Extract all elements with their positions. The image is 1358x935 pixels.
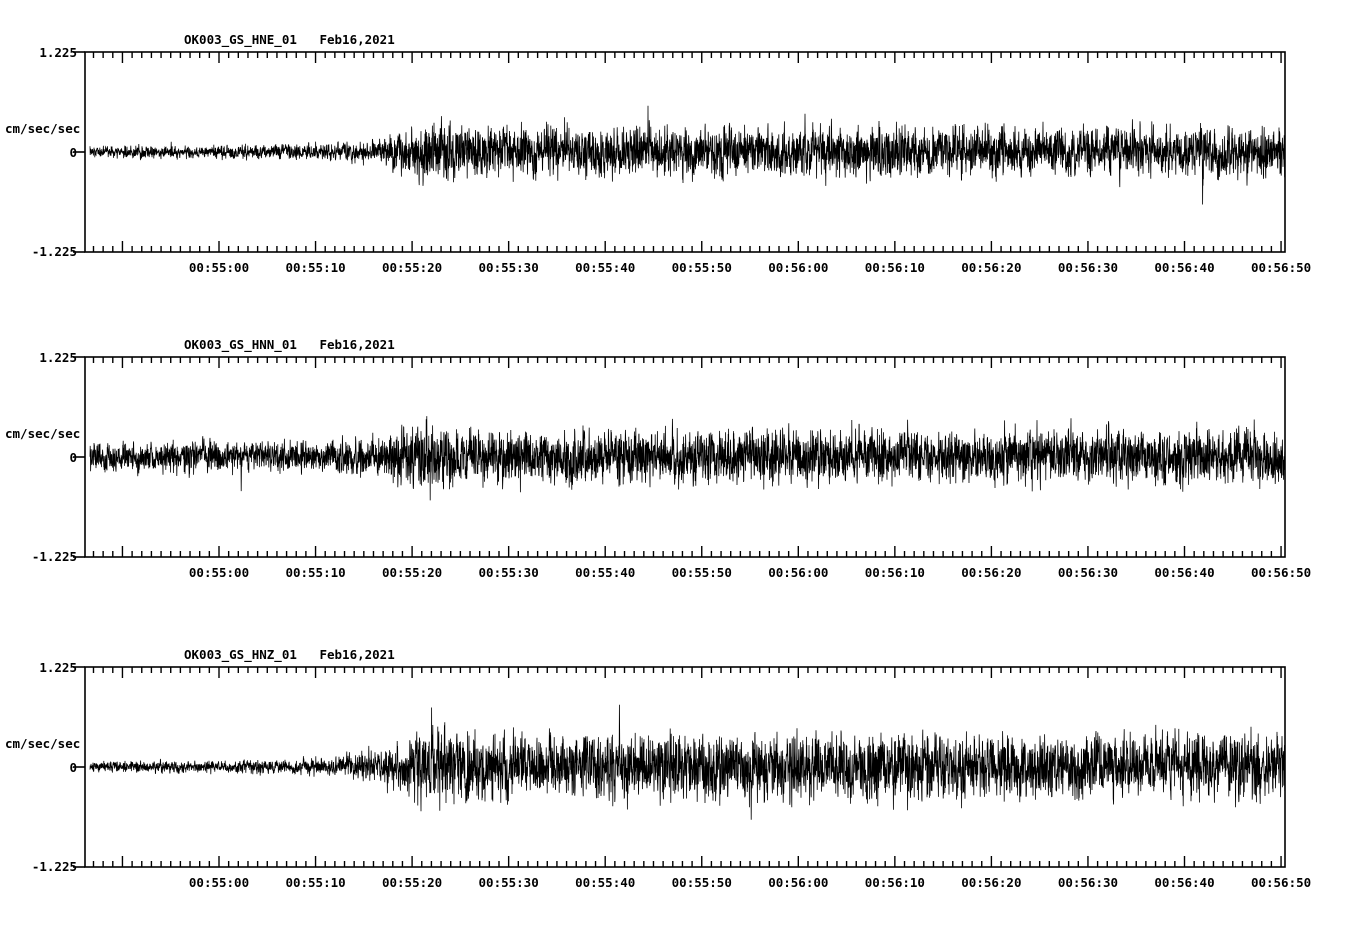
xtick-label: 00:56:10 [864, 565, 925, 580]
ytick-bottom-hnz: -1.225 [31, 859, 77, 874]
ytick-top-hne: 1.225 [39, 45, 77, 60]
xtick-label: 00:56:40 [1154, 260, 1215, 275]
xtick-label: 00:56:50 [1250, 260, 1312, 275]
xtick-label: 00:55:40 [575, 260, 636, 275]
xtick-label: 00:56:00 [768, 565, 829, 580]
panel-title-hne: OK003_GS_HNE_01 Feb16,2021 [184, 32, 395, 47]
xtick-label: 00:56:20 [961, 565, 1022, 580]
ylabel-hnn: cm/sec/sec [5, 426, 81, 441]
ylabel-hnz: cm/sec/sec [5, 736, 81, 751]
plot-area-hne [73, 51, 1286, 253]
xtick-label: 00:55:10 [285, 875, 346, 890]
ytick-top-hnn: 1.225 [39, 350, 77, 365]
xtick-label: 00:55:30 [478, 875, 539, 890]
ytick-top-hnz: 1.225 [39, 660, 77, 675]
xtick-label: 00:55:30 [478, 565, 539, 580]
xtick-label: 00:55:20 [381, 260, 443, 275]
panel-title-hnn: OK003_GS_HNN_01 Feb16,2021 [184, 337, 395, 352]
xtick-label: 00:55:50 [671, 565, 732, 580]
xtick-label: 00:56:40 [1154, 875, 1215, 890]
xtick-label: 00:56:30 [1057, 875, 1119, 890]
xtick-label: 00:55:30 [478, 260, 539, 275]
xtick-label: 00:55:00 [188, 875, 250, 890]
seismogram-panel-hnn: OK003_GS_HNN_01 Feb16,2021 1.225 cm/sec/… [0, 305, 1358, 625]
xtick-label: 00:56:20 [961, 875, 1022, 890]
panel-title-hnz: OK003_GS_HNZ_01 Feb16,2021 [184, 647, 395, 662]
xtick-label: 00:55:20 [381, 565, 443, 580]
xtick-label: 00:55:00 [188, 260, 250, 275]
xtick-label: 00:55:10 [285, 565, 346, 580]
xtick-label: 00:55:40 [575, 565, 636, 580]
xtick-label: 00:56:10 [864, 875, 925, 890]
xtick-label: 00:55:10 [285, 260, 346, 275]
xtick-label: 00:56:40 [1154, 565, 1215, 580]
xtick-label: 00:55:40 [575, 875, 636, 890]
xtick-label: 00:55:50 [671, 260, 732, 275]
xtick-label: 00:56:20 [961, 260, 1022, 275]
xtick-label: 00:55:00 [188, 565, 250, 580]
xtick-label: 00:56:30 [1057, 565, 1119, 580]
xtick-label: 00:56:50 [1250, 875, 1312, 890]
ytick-bottom-hne: -1.225 [31, 244, 77, 259]
plot-area-hnz [73, 666, 1286, 868]
xtick-label: 00:56:10 [864, 260, 925, 275]
xtick-label: 00:56:00 [768, 875, 829, 890]
xtick-label: 00:56:00 [768, 260, 829, 275]
ytick-bottom-hnn: -1.225 [31, 549, 77, 564]
xtick-label: 00:55:20 [381, 875, 443, 890]
xtick-label: 00:56:50 [1250, 565, 1312, 580]
seismogram-panel-hnz: OK003_GS_HNZ_01 Feb16,2021 1.225 cm/sec/… [0, 615, 1358, 935]
seismogram-panel-hne: OK003_GS_HNE_01 Feb16,2021 1.225 cm/sec/… [0, 0, 1358, 320]
xtick-label: 00:56:30 [1057, 260, 1119, 275]
plot-area-hnn [73, 356, 1286, 558]
ylabel-hne: cm/sec/sec [5, 121, 81, 136]
xtick-label: 00:55:50 [671, 875, 732, 890]
